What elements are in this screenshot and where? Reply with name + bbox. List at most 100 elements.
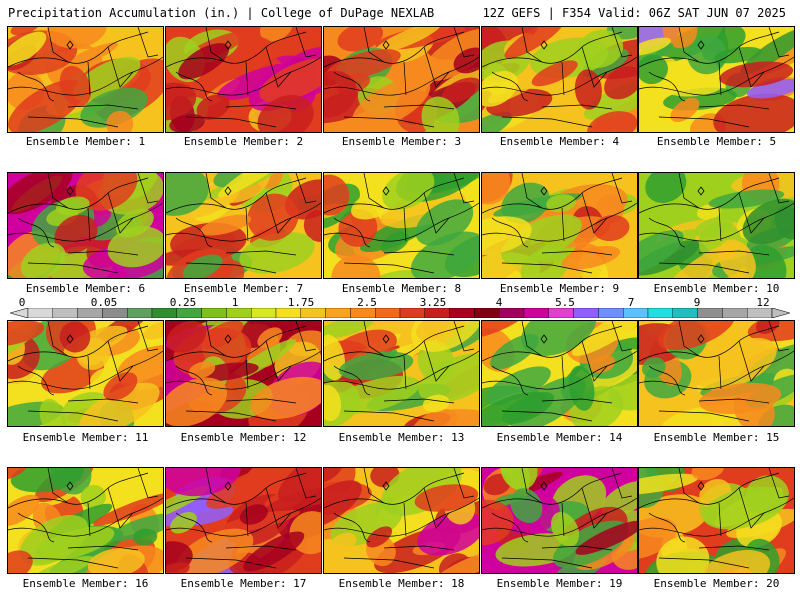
precip-blob <box>259 27 294 42</box>
border-line <box>245 61 249 96</box>
precip-blob <box>166 377 228 426</box>
precip-blob <box>485 366 551 406</box>
precip-map <box>166 27 321 132</box>
border-line <box>343 410 435 422</box>
border-line <box>718 502 722 537</box>
border-line <box>648 71 686 102</box>
ensemble-panel-11 <box>7 320 164 427</box>
ensemble-panel-9 <box>481 172 638 279</box>
precip-blob <box>639 37 672 56</box>
scale-swatch <box>573 308 599 318</box>
scale-tick-label: 0.25 <box>169 296 197 309</box>
border-line <box>265 487 292 529</box>
scale-tick-label: 4 <box>495 296 503 309</box>
ensemble-member-label: Ensemble Member: 12 <box>180 431 307 444</box>
border-line <box>343 116 435 128</box>
border-line <box>541 545 613 551</box>
precip-blob <box>166 562 190 573</box>
border-line <box>482 31 623 68</box>
precip-blob <box>583 78 637 121</box>
precip-blob <box>700 549 771 573</box>
precip-blob <box>39 398 66 426</box>
scale-swatch <box>548 308 574 318</box>
border-line <box>561 502 565 537</box>
border-line <box>521 173 543 209</box>
border-line <box>521 27 543 63</box>
border-line <box>27 262 119 274</box>
border-line <box>678 173 700 209</box>
precip-blob <box>324 174 350 216</box>
precip-blob <box>46 27 107 49</box>
scale-swatch <box>52 308 78 318</box>
precip-map <box>639 468 794 573</box>
precip-blob <box>414 484 479 512</box>
precip-blob <box>338 351 414 381</box>
station-marker-icon <box>382 334 390 344</box>
precip-blob <box>639 230 684 276</box>
scale-tick-label: 1.75 <box>287 296 315 309</box>
precip-blob <box>169 113 205 132</box>
border-line <box>175 71 213 102</box>
precip-blob <box>206 468 281 509</box>
header: Precipitation Accumulation (in.) | Colle… <box>8 6 786 22</box>
precip-blob <box>742 198 794 245</box>
ensemble-member-label: Ensemble Member: 6 <box>25 282 146 295</box>
border-line <box>333 365 371 396</box>
border-line <box>541 250 613 256</box>
scale-tick-label: 0 <box>18 296 26 309</box>
border-line <box>363 173 385 209</box>
border-line <box>87 502 91 537</box>
border-line <box>501 116 593 128</box>
border-line <box>324 56 479 96</box>
precip-blob <box>178 43 230 80</box>
border-line <box>87 207 91 242</box>
border-line <box>166 177 307 214</box>
precip-blob <box>54 214 98 254</box>
precip-blob <box>8 321 45 347</box>
border-line <box>245 355 249 390</box>
border-line <box>225 104 297 110</box>
border-line <box>491 71 529 102</box>
station-marker-icon <box>382 40 390 50</box>
precip-blob <box>658 321 736 351</box>
border-line <box>611 173 633 204</box>
border-line <box>175 512 213 543</box>
precip-map <box>482 321 637 426</box>
precip-map <box>639 27 794 132</box>
border-line <box>324 31 465 68</box>
precip-blob <box>80 484 106 510</box>
border-line <box>453 468 475 499</box>
precip-blob <box>107 226 163 268</box>
precip-blob <box>670 97 700 123</box>
border-line <box>185 116 277 128</box>
precip-blob <box>531 60 578 87</box>
precip-map <box>324 173 479 278</box>
precip-blob <box>593 214 630 242</box>
ensemble-member-label: Ensemble Member: 2 <box>183 135 304 148</box>
border-line <box>678 468 700 504</box>
precip-blob <box>699 382 782 414</box>
precip-map <box>324 27 479 132</box>
border-line <box>611 27 633 58</box>
precip-map <box>166 321 321 426</box>
border-line <box>698 250 770 256</box>
border-line <box>324 350 479 390</box>
border-line <box>185 410 277 422</box>
precip-map <box>482 27 637 132</box>
scale-swatch <box>77 308 103 318</box>
ensemble-member-label: Ensemble Member: 5 <box>656 135 777 148</box>
border-line <box>295 321 317 352</box>
border-line <box>166 472 307 509</box>
ensemble-panel-8 <box>323 172 480 279</box>
border-line <box>639 497 794 537</box>
precip-blob <box>250 376 321 420</box>
scale-right-arrow <box>771 308 790 318</box>
border-line <box>324 497 479 537</box>
scale-tick-label: 5.5 <box>555 296 575 309</box>
ensemble-member-label: Ensemble Member: 15 <box>653 431 780 444</box>
border-line <box>166 497 321 537</box>
border-line <box>175 365 213 396</box>
precip-blob <box>639 54 668 85</box>
scale-swatch <box>201 308 227 318</box>
precip-blob <box>604 66 637 100</box>
